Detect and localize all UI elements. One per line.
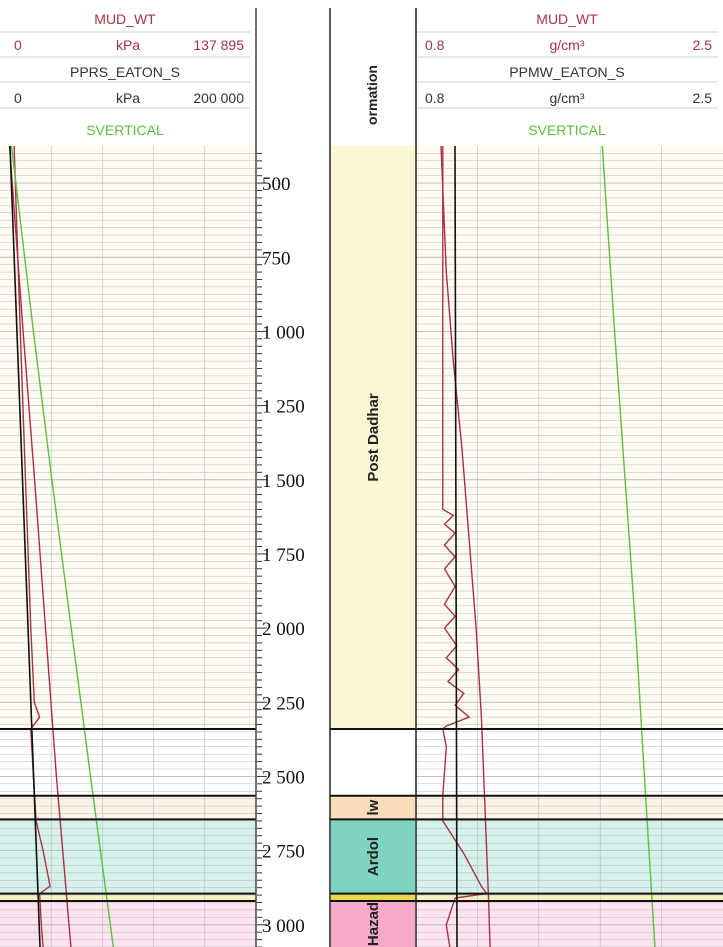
right-track2-name: PPMW_EATON_S bbox=[509, 64, 624, 80]
curve-right-reference bbox=[454, 145, 458, 947]
curve-left-pore_pressure bbox=[8, 145, 72, 947]
right-track1-min: 0.8 bbox=[425, 37, 445, 53]
right-track2-min: 0.8 bbox=[425, 90, 445, 106]
formation-block bbox=[331, 728, 415, 796]
right-track3-name: SVERTICAL bbox=[528, 122, 606, 138]
track-background bbox=[0, 893, 256, 902]
track-grids bbox=[0, 146, 723, 947]
curve-right-svertical bbox=[601, 145, 656, 947]
left-track2-unit: kPa bbox=[116, 90, 140, 106]
left-track1-name: MUD_WT bbox=[94, 11, 156, 27]
formation-block bbox=[331, 795, 415, 820]
depth-tick-label: 2 000 bbox=[262, 619, 305, 640]
depth-tick-label: 1 750 bbox=[262, 545, 305, 566]
depth-tick-label: 2 250 bbox=[262, 693, 305, 714]
formation-label: lw bbox=[365, 799, 382, 815]
header-left-panel bbox=[0, 8, 250, 146]
left-track1-unit: kPa bbox=[116, 37, 140, 53]
depth-axis: 500 750 1 000 1 250 1 500 1 750 2 000 2 250 2 50… bbox=[256, 146, 330, 947]
right-track2-max: 2.5 bbox=[693, 90, 713, 106]
depth-tick-label: 2 750 bbox=[262, 842, 305, 863]
formation-boundaries bbox=[0, 727, 723, 903]
track-background bbox=[416, 728, 723, 796]
track-background bbox=[0, 728, 256, 796]
track-background bbox=[416, 795, 723, 820]
depth-tick-label: 2 500 bbox=[262, 767, 305, 788]
formation-label: Post Dadhar bbox=[365, 393, 382, 482]
right-track1-name: MUD_WT bbox=[536, 11, 598, 27]
right-track2-unit: g/cm³ bbox=[550, 90, 585, 106]
left-track2-max: 200 000 bbox=[193, 90, 244, 106]
left-track1-min: 0 bbox=[14, 37, 22, 53]
track-background bbox=[416, 893, 723, 902]
curve-right-pore_pressure bbox=[440, 145, 491, 947]
depth-tick-label: 500 bbox=[262, 174, 291, 195]
left-track2-name: PPRS_EATON_S bbox=[70, 64, 180, 80]
track-background bbox=[416, 901, 723, 947]
track-background bbox=[0, 146, 256, 729]
left-track1-max: 137 895 bbox=[193, 37, 244, 53]
track-background bbox=[0, 795, 256, 820]
left-track2-min: 0 bbox=[14, 90, 22, 106]
formation-block bbox=[331, 146, 415, 729]
formation-blocks: Post Dadhar lw Ardol Hazad bbox=[331, 146, 415, 947]
formation-block bbox=[331, 893, 415, 902]
formation-label: Ardol bbox=[365, 837, 382, 876]
formation-block bbox=[331, 901, 415, 947]
curve-left-svertical bbox=[10, 145, 114, 947]
formation-column-title: ormation bbox=[364, 65, 380, 125]
formation-label: Hazad bbox=[365, 902, 382, 946]
left-track3-name: SVERTICAL bbox=[86, 122, 164, 138]
depth-tick-label: 750 bbox=[262, 248, 291, 269]
depth-tick-label: 3 000 bbox=[262, 916, 305, 937]
formation-block bbox=[331, 819, 415, 894]
curve-left-reference bbox=[9, 145, 41, 947]
right-track1-unit: g/cm³ bbox=[550, 37, 585, 53]
depth-tick-label: 1 250 bbox=[262, 397, 305, 418]
track-background bbox=[416, 819, 723, 894]
depth-axis-background bbox=[256, 146, 330, 947]
depth-tick-label: 1 500 bbox=[262, 471, 305, 492]
track-background bbox=[0, 819, 256, 894]
depth-tick-label: 1 000 bbox=[262, 322, 305, 343]
track-background bbox=[416, 146, 723, 729]
right-track1-max: 2.5 bbox=[693, 37, 713, 53]
log-curves bbox=[8, 145, 656, 947]
curve-right-mud_wt bbox=[442, 146, 488, 947]
